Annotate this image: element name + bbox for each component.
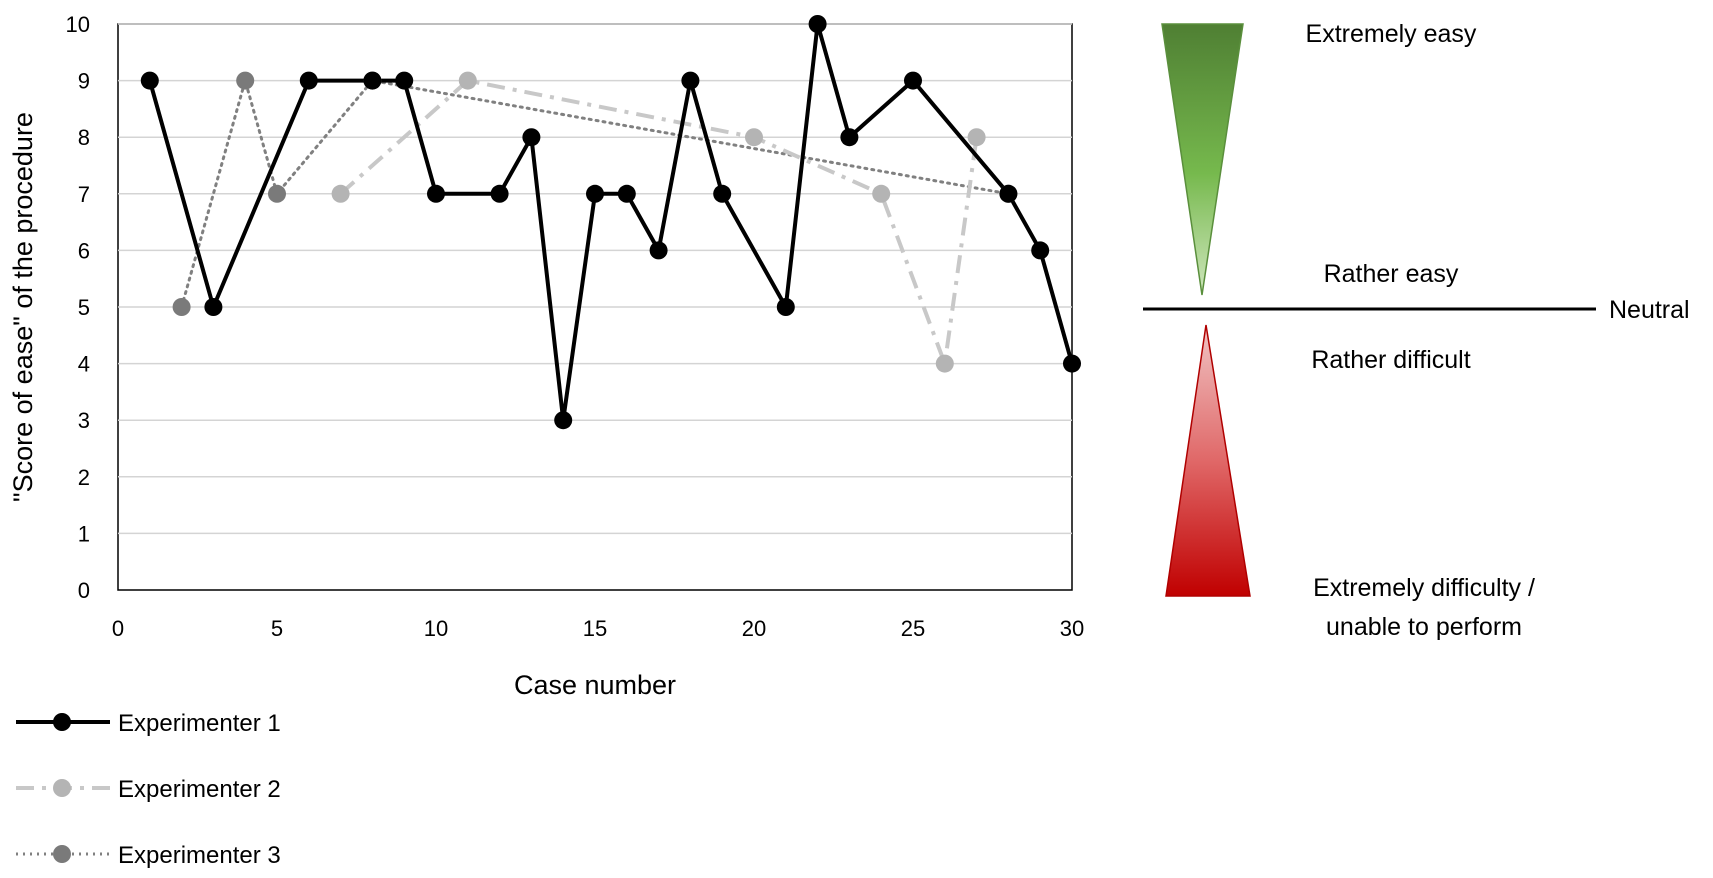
- scale-label-extremely-easy: Extremely easy: [1306, 20, 1477, 48]
- x-tick-label: 5: [271, 616, 283, 641]
- legend-marker-experimenter-3: [53, 845, 71, 863]
- ease-scale: Extremely easy Rather easy Neutral Rathe…: [1143, 20, 1690, 641]
- legend-label-experimenter-2: Experimenter 2: [118, 776, 281, 803]
- scale-label-extremely-difficulty: Extremely difficulty /: [1313, 574, 1535, 602]
- gridlines: [118, 23, 1072, 535]
- data-point-experimenter-1: [427, 184, 445, 203]
- y-tick-label: 1: [78, 521, 90, 546]
- legend-item-experimenter-3: Experimenter 3: [16, 842, 281, 869]
- legend-marker-experimenter-1: [53, 713, 71, 731]
- x-tick-label: 15: [583, 616, 607, 641]
- scale-label-unable-to-perform: unable to perform: [1326, 613, 1522, 641]
- data-point-experimenter-3: [268, 184, 286, 203]
- scale-label-neutral: Neutral: [1609, 296, 1690, 324]
- data-point-experimenter-1: [840, 128, 859, 147]
- y-tick-label: 5: [78, 295, 90, 320]
- data-point-experimenter-1: [140, 71, 159, 90]
- x-tick-label: 0: [112, 616, 124, 641]
- easy-triangle: [1161, 23, 1244, 296]
- legend-item-experimenter-2: Experimenter 2: [16, 776, 281, 803]
- y-tick-label: 6: [78, 238, 90, 263]
- data-point-experimenter-1: [204, 298, 223, 316]
- data-point-experimenter-1: [554, 411, 573, 430]
- y-tick-label: 10: [66, 12, 90, 37]
- x-tick-label: 25: [901, 616, 925, 641]
- data-point-experimenter-1: [681, 71, 700, 90]
- y-axis-title: "Score of ease" of the procedure: [8, 112, 38, 502]
- legend-label-experimenter-3: Experimenter 3: [118, 842, 281, 869]
- series-line-experimenter-2: [339, 78, 979, 366]
- series-markers: [140, 15, 1081, 430]
- y-tick-label: 9: [78, 69, 90, 94]
- scale-label-rather-difficult: Rather difficult: [1311, 346, 1470, 374]
- x-tick-label: 30: [1060, 616, 1084, 641]
- data-point-experimenter-1: [1063, 354, 1081, 373]
- data-point-experimenter-1: [649, 241, 668, 260]
- data-point-experimenter-1: [586, 184, 604, 203]
- data-point-experimenter-2: [458, 71, 477, 90]
- x-axis-title: Case number: [514, 670, 676, 700]
- y-axis-ticks: 0 1 2 3 4 5 6 7 8 9 10: [66, 12, 90, 603]
- data-point-experimenter-1: [363, 71, 382, 90]
- y-tick-label: 4: [78, 352, 90, 377]
- y-tick-label: 0: [78, 578, 90, 603]
- y-tick-label: 8: [78, 125, 90, 150]
- data-point-experimenter-2: [331, 184, 350, 203]
- legend-marker-experimenter-2: [53, 779, 71, 797]
- data-point-experimenter-1: [776, 298, 795, 316]
- scale-label-rather-easy: Rather easy: [1324, 260, 1459, 288]
- data-point-experimenter-1: [1031, 241, 1050, 260]
- y-tick-label: 2: [78, 465, 90, 490]
- data-point-experimenter-1: [904, 71, 922, 90]
- data-point-experimenter-1: [522, 128, 541, 147]
- data-point-experimenter-1: [490, 184, 509, 203]
- data-point-experimenter-1: [999, 184, 1018, 203]
- data-point-experimenter-3: [172, 298, 191, 316]
- legend-item-experimenter-1: Experimenter 1: [16, 710, 281, 737]
- data-point-experimenter-1: [299, 71, 318, 90]
- legend: Experimenter 1 Experimenter 2 Experiment…: [16, 710, 281, 869]
- data-point-experimenter-3: [236, 71, 255, 90]
- data-point-experimenter-2: [872, 184, 891, 203]
- data-point-experimenter-1: [395, 71, 414, 90]
- legend-label-experimenter-1: Experimenter 1: [118, 710, 281, 737]
- data-point-experimenter-1: [713, 184, 732, 203]
- x-axis-ticks: 0 5 10 15 20 25 30: [112, 616, 1084, 641]
- x-tick-label: 20: [742, 616, 766, 641]
- x-tick-label: 10: [424, 616, 448, 641]
- data-point-experimenter-1: [617, 184, 636, 203]
- data-point-experimenter-1: [808, 15, 827, 33]
- plot-area: [117, 15, 1081, 591]
- data-point-experimenter-2: [967, 128, 986, 147]
- y-tick-label: 3: [78, 408, 90, 433]
- data-point-experimenter-2: [935, 354, 954, 373]
- data-point-experimenter-2: [745, 128, 763, 147]
- difficult-triangle: [1165, 324, 1251, 597]
- y-tick-label: 7: [78, 182, 90, 207]
